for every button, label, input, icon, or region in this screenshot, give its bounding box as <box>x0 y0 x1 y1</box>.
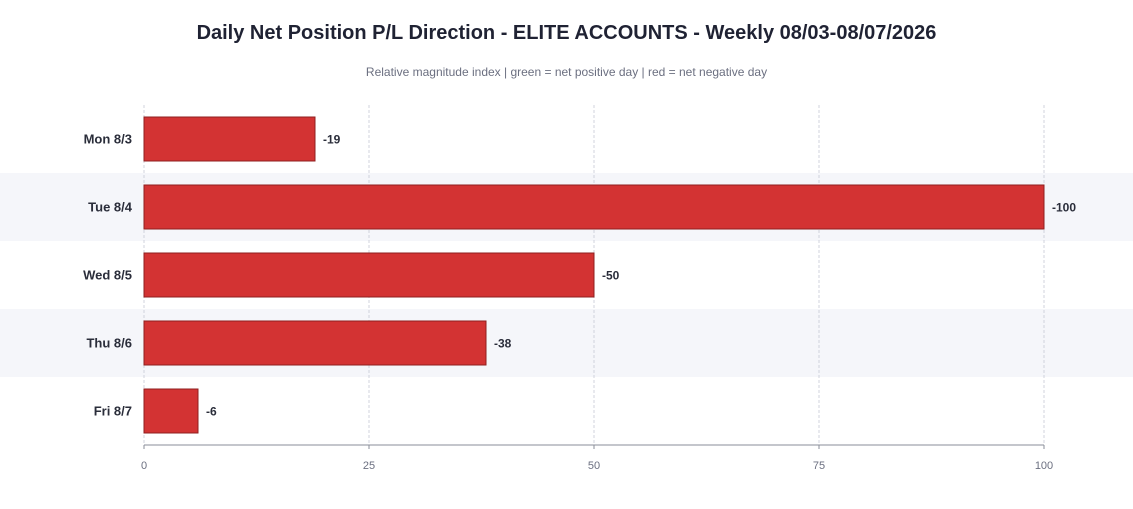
x-tick-label: 75 <box>813 460 825 472</box>
bar <box>143 252 595 298</box>
value-label: -6 <box>206 405 217 419</box>
category-label: Mon 8/3 <box>84 132 132 147</box>
category-label: Thu 8/6 <box>86 336 132 351</box>
chart-subtitle: Relative magnitude index | green = net p… <box>365 65 768 79</box>
category-label: Tue 8/4 <box>88 200 133 215</box>
category-label: Wed 8/5 <box>83 268 132 283</box>
chart-title: Daily Net Position P/L Direction - ELITE… <box>196 22 937 44</box>
value-label: -50 <box>602 269 620 283</box>
category-label: Fri 8/7 <box>94 404 132 419</box>
x-tick-label: 25 <box>363 460 375 472</box>
bar <box>143 116 316 162</box>
value-label: -100 <box>1052 201 1076 215</box>
x-tick-label: 100 <box>1035 460 1053 472</box>
value-label: -19 <box>323 133 341 147</box>
x-tick-label: 0 <box>141 460 147 472</box>
value-label: -38 <box>494 337 512 351</box>
bar <box>143 320 487 366</box>
bar <box>143 184 1045 230</box>
bar <box>143 388 199 434</box>
x-tick-label: 50 <box>588 460 600 472</box>
